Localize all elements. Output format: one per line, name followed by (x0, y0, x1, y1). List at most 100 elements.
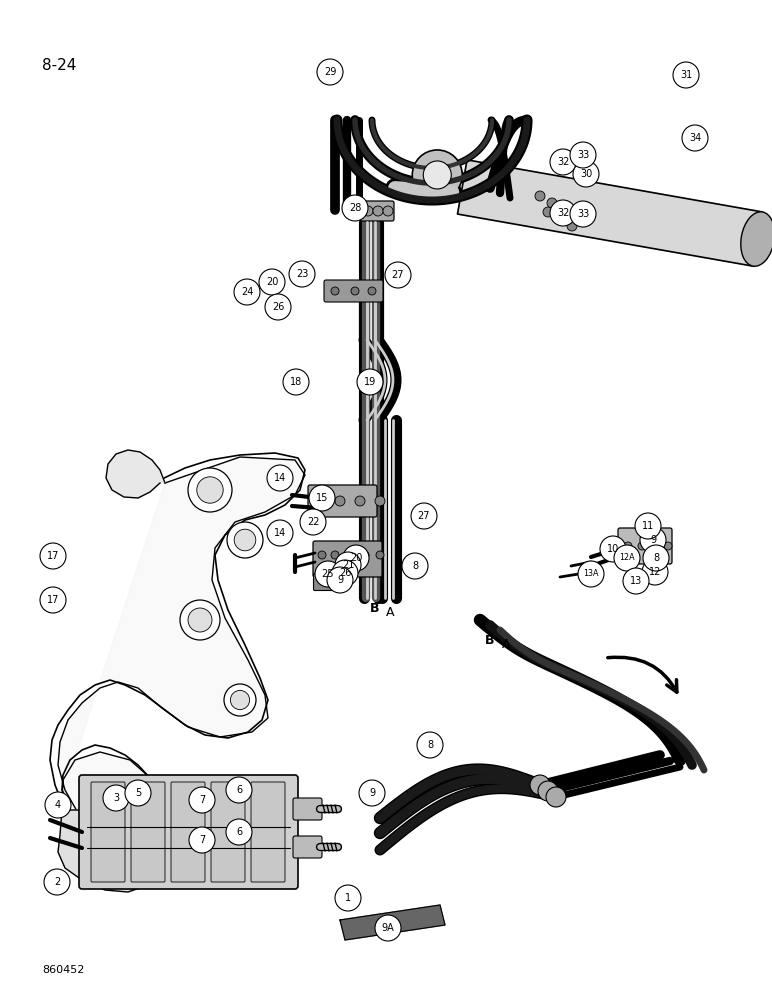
Circle shape (267, 465, 293, 491)
Circle shape (376, 551, 384, 559)
Circle shape (224, 684, 256, 716)
Circle shape (40, 543, 66, 569)
Circle shape (227, 522, 263, 558)
FancyBboxPatch shape (618, 528, 672, 564)
Circle shape (331, 551, 339, 559)
Text: 5: 5 (135, 788, 141, 798)
Text: 31: 31 (680, 70, 692, 80)
Circle shape (103, 785, 129, 811)
Circle shape (423, 161, 452, 189)
Circle shape (343, 545, 369, 571)
Text: 7: 7 (199, 835, 205, 845)
Text: 22: 22 (306, 517, 320, 527)
Circle shape (363, 206, 373, 216)
Text: 28: 28 (349, 203, 361, 213)
FancyBboxPatch shape (308, 485, 377, 517)
Circle shape (546, 787, 566, 807)
Polygon shape (58, 457, 305, 846)
Circle shape (197, 477, 223, 503)
Text: A: A (502, 639, 510, 652)
Circle shape (638, 542, 646, 550)
Circle shape (550, 200, 576, 226)
Circle shape (411, 503, 437, 529)
Text: 3: 3 (113, 793, 119, 803)
Circle shape (234, 529, 256, 551)
Polygon shape (58, 810, 168, 892)
Text: 8: 8 (653, 553, 659, 563)
Text: 21: 21 (342, 560, 354, 570)
Polygon shape (340, 905, 445, 940)
Circle shape (543, 207, 553, 217)
FancyBboxPatch shape (293, 836, 322, 858)
Text: 24: 24 (241, 287, 253, 297)
Circle shape (375, 915, 401, 941)
Circle shape (267, 520, 293, 546)
Text: 860452: 860452 (42, 965, 84, 975)
Circle shape (643, 545, 669, 571)
Circle shape (385, 262, 411, 288)
Circle shape (402, 553, 428, 579)
Circle shape (559, 205, 569, 215)
Text: 8: 8 (412, 561, 418, 571)
Text: 33: 33 (577, 150, 589, 160)
Circle shape (188, 608, 212, 632)
FancyBboxPatch shape (313, 541, 382, 577)
Circle shape (547, 198, 557, 208)
Circle shape (265, 294, 291, 320)
Circle shape (335, 885, 361, 911)
FancyBboxPatch shape (171, 782, 205, 882)
Text: 4: 4 (55, 800, 61, 810)
Text: 30: 30 (580, 169, 592, 179)
Text: 2: 2 (54, 877, 60, 887)
Circle shape (359, 780, 385, 806)
Circle shape (570, 201, 596, 227)
Text: 27: 27 (418, 511, 430, 521)
Text: 6: 6 (236, 827, 242, 837)
Circle shape (226, 819, 252, 845)
Text: 13: 13 (630, 576, 642, 586)
Circle shape (189, 827, 215, 853)
Circle shape (567, 221, 577, 231)
Circle shape (327, 567, 353, 593)
Circle shape (412, 150, 462, 200)
Polygon shape (106, 450, 165, 498)
Text: 9: 9 (650, 535, 656, 545)
Text: 25: 25 (322, 569, 334, 579)
Circle shape (357, 369, 383, 395)
Text: 19: 19 (364, 377, 376, 387)
Circle shape (317, 59, 343, 85)
Circle shape (259, 269, 285, 295)
FancyBboxPatch shape (293, 798, 322, 820)
Circle shape (188, 468, 232, 512)
Circle shape (309, 485, 335, 511)
Circle shape (315, 561, 341, 587)
Text: 8: 8 (427, 740, 433, 750)
Text: 10: 10 (607, 544, 619, 554)
Circle shape (300, 509, 326, 535)
Text: B: B (371, 601, 380, 614)
Circle shape (550, 149, 576, 175)
Text: 32: 32 (557, 157, 569, 167)
Circle shape (664, 542, 672, 550)
Text: 27: 27 (391, 270, 405, 280)
Circle shape (351, 287, 359, 295)
Circle shape (578, 561, 604, 587)
Text: 7: 7 (199, 795, 205, 805)
FancyBboxPatch shape (131, 782, 165, 882)
Circle shape (318, 551, 326, 559)
Text: 12: 12 (648, 567, 661, 577)
Circle shape (555, 214, 565, 224)
Text: 15: 15 (316, 493, 328, 503)
Circle shape (346, 551, 354, 559)
Text: 1: 1 (345, 893, 351, 903)
Circle shape (46, 592, 58, 604)
Text: 33: 33 (577, 209, 589, 219)
Circle shape (315, 496, 325, 506)
Text: 17: 17 (47, 551, 59, 561)
Circle shape (570, 142, 596, 168)
Text: 14: 14 (274, 473, 286, 483)
Circle shape (368, 287, 376, 295)
Polygon shape (458, 160, 763, 266)
Text: 11: 11 (642, 521, 654, 531)
Circle shape (417, 732, 443, 758)
